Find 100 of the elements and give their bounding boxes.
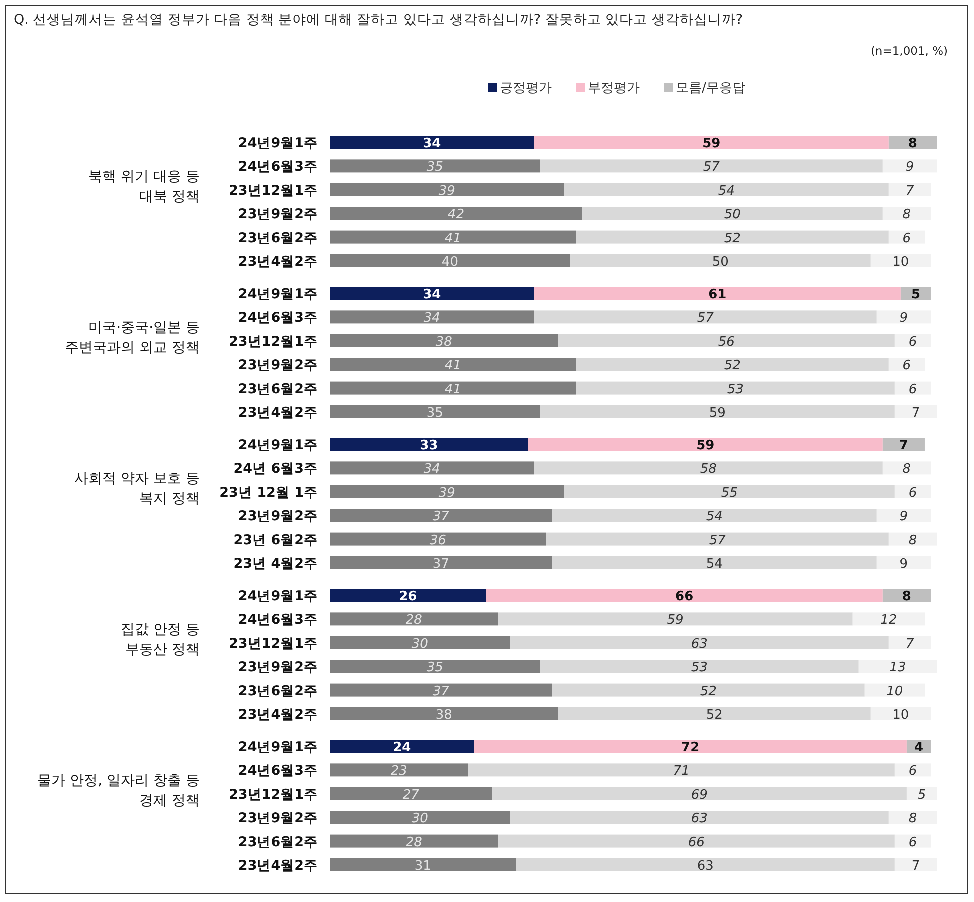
y-tick-label: 23년12월1주	[229, 636, 318, 652]
bar	[534, 462, 883, 475]
data-label: 39	[438, 486, 456, 501]
bar	[576, 230, 889, 244]
bar	[330, 310, 534, 324]
bar	[510, 811, 889, 824]
bar	[330, 660, 540, 674]
bar	[564, 183, 889, 196]
data-label: 34	[424, 462, 440, 478]
bar	[888, 183, 931, 196]
bar	[330, 589, 486, 602]
data-label: 55	[721, 486, 738, 501]
y-tick-label: 23년4월2주	[238, 707, 318, 723]
bar	[330, 287, 534, 300]
data-label: 57	[697, 311, 715, 326]
data-label: 59	[709, 406, 726, 421]
data-label: 63	[691, 636, 708, 652]
bar	[534, 136, 889, 149]
bar	[516, 858, 895, 872]
data-label: 37	[432, 684, 450, 700]
bar	[564, 485, 895, 498]
bar	[474, 740, 907, 753]
bar	[882, 160, 937, 173]
bar	[330, 334, 558, 348]
bar	[876, 310, 931, 324]
bar	[894, 334, 931, 348]
data-label: 35	[426, 160, 444, 176]
data-label: 7	[906, 636, 915, 652]
data-label: 8	[908, 136, 918, 152]
data-label: 38	[436, 334, 452, 350]
data-label: 56	[718, 334, 735, 350]
data-label: 58	[700, 462, 717, 478]
y-tick-label: 23년 12월 1주	[220, 484, 318, 501]
data-label: 54	[706, 557, 723, 572]
bar	[540, 406, 895, 418]
data-label: 7	[906, 184, 915, 199]
data-label: 6	[908, 486, 918, 501]
data-label: 13	[890, 660, 906, 676]
bar	[882, 589, 931, 602]
data-label: 6	[908, 334, 918, 350]
data-label: 6	[908, 764, 918, 780]
data-label: 8	[902, 590, 912, 604]
bar	[330, 811, 510, 824]
data-label: 8	[908, 533, 918, 548]
bar	[330, 636, 510, 650]
bar	[330, 207, 582, 220]
bar	[528, 438, 883, 451]
bar	[330, 183, 564, 196]
bar	[510, 636, 889, 650]
bar	[888, 230, 925, 244]
y-tick-label: 23년12월1주	[229, 182, 318, 199]
y-tick-label: 23년12월1주	[229, 334, 318, 350]
bar	[876, 509, 931, 522]
bar	[882, 462, 931, 475]
data-label: 34	[423, 136, 442, 152]
data-label: 24	[393, 740, 412, 756]
bar	[330, 382, 576, 395]
bar	[330, 358, 576, 372]
bar	[330, 438, 528, 451]
data-label: 66	[676, 590, 694, 604]
bar	[882, 438, 925, 451]
bar	[582, 207, 883, 220]
y-tick-label: 23년4월2주	[238, 254, 318, 270]
bar	[888, 358, 925, 372]
data-label: 41	[444, 382, 462, 398]
data-label: 35	[426, 406, 444, 421]
bar	[330, 160, 540, 173]
bar	[894, 382, 931, 395]
y-tick-label: 24년9월1주	[238, 438, 318, 454]
data-label: 6	[902, 358, 912, 374]
bar	[330, 787, 492, 800]
data-label: 52	[706, 708, 723, 723]
bar	[894, 406, 937, 418]
y-tick-label: 23년6월2주	[238, 230, 318, 246]
legend-label: 부정평가	[588, 81, 640, 96]
bar	[552, 684, 865, 697]
data-label: 37	[432, 510, 450, 525]
data-label: 72	[682, 740, 700, 756]
text: (n=1,001, %)	[870, 44, 948, 58]
data-label: 53	[727, 382, 744, 398]
data-label: 35	[426, 660, 444, 676]
data-label: 28	[406, 835, 422, 850]
data-label: 9	[906, 160, 914, 176]
data-label: 7	[912, 859, 920, 874]
data-label: 57	[703, 160, 721, 176]
bar	[498, 612, 853, 626]
data-label: 38	[436, 708, 452, 723]
data-label: 59	[696, 438, 715, 454]
bar	[534, 287, 901, 300]
bar	[894, 485, 931, 498]
data-label: 63	[697, 859, 714, 874]
bar	[330, 532, 546, 546]
data-label: 54	[718, 184, 735, 199]
data-label: 50	[724, 208, 741, 223]
bar	[894, 858, 937, 872]
data-label: 52	[700, 684, 717, 700]
data-label: 5	[911, 288, 920, 302]
bar	[894, 764, 931, 777]
bar	[546, 532, 889, 546]
y-tick-label: 23년 4월2주	[234, 556, 318, 572]
